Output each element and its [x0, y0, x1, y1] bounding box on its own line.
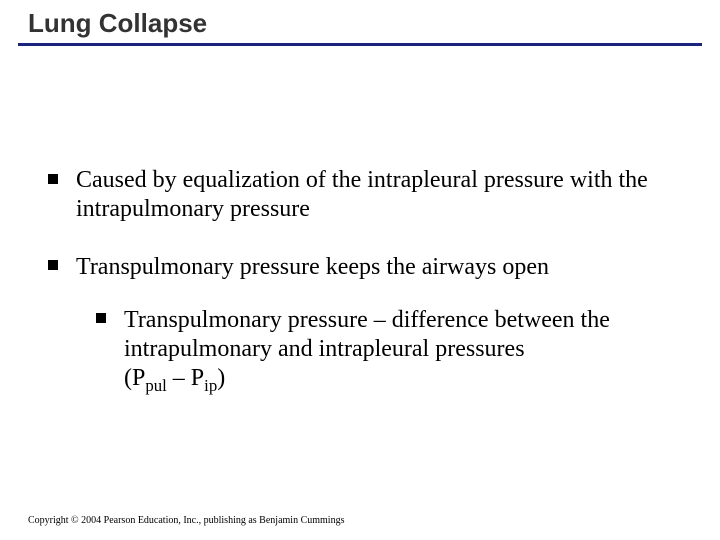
bullet-text: Caused by equalization of the intrapleur… [76, 167, 648, 222]
slide-body: Caused by equalization of the intrapleur… [0, 46, 720, 397]
formula-mid: – P [167, 365, 204, 391]
formula-sub2: ip [204, 376, 217, 395]
formula-prefix: (P [124, 365, 145, 391]
bullet-list-level1: Caused by equalization of the intrapleur… [48, 166, 680, 397]
list-item: Caused by equalization of the intrapleur… [48, 166, 680, 225]
bullet-list-level2: Transpulmonary pressure – difference bet… [96, 306, 680, 397]
bullet-text: Transpulmonary pressure – difference bet… [124, 307, 610, 362]
slide-title: Lung Collapse [0, 0, 720, 43]
list-item: Transpulmonary pressure – difference bet… [96, 306, 680, 397]
list-item: Transpulmonary pressure keeps the airway… [48, 253, 680, 397]
bullet-text: Transpulmonary pressure keeps the airway… [76, 254, 549, 280]
formula-suffix: ) [217, 365, 225, 391]
copyright-text: Copyright © 2004 Pearson Education, Inc.… [28, 515, 344, 526]
formula-sub1: pul [145, 376, 166, 395]
